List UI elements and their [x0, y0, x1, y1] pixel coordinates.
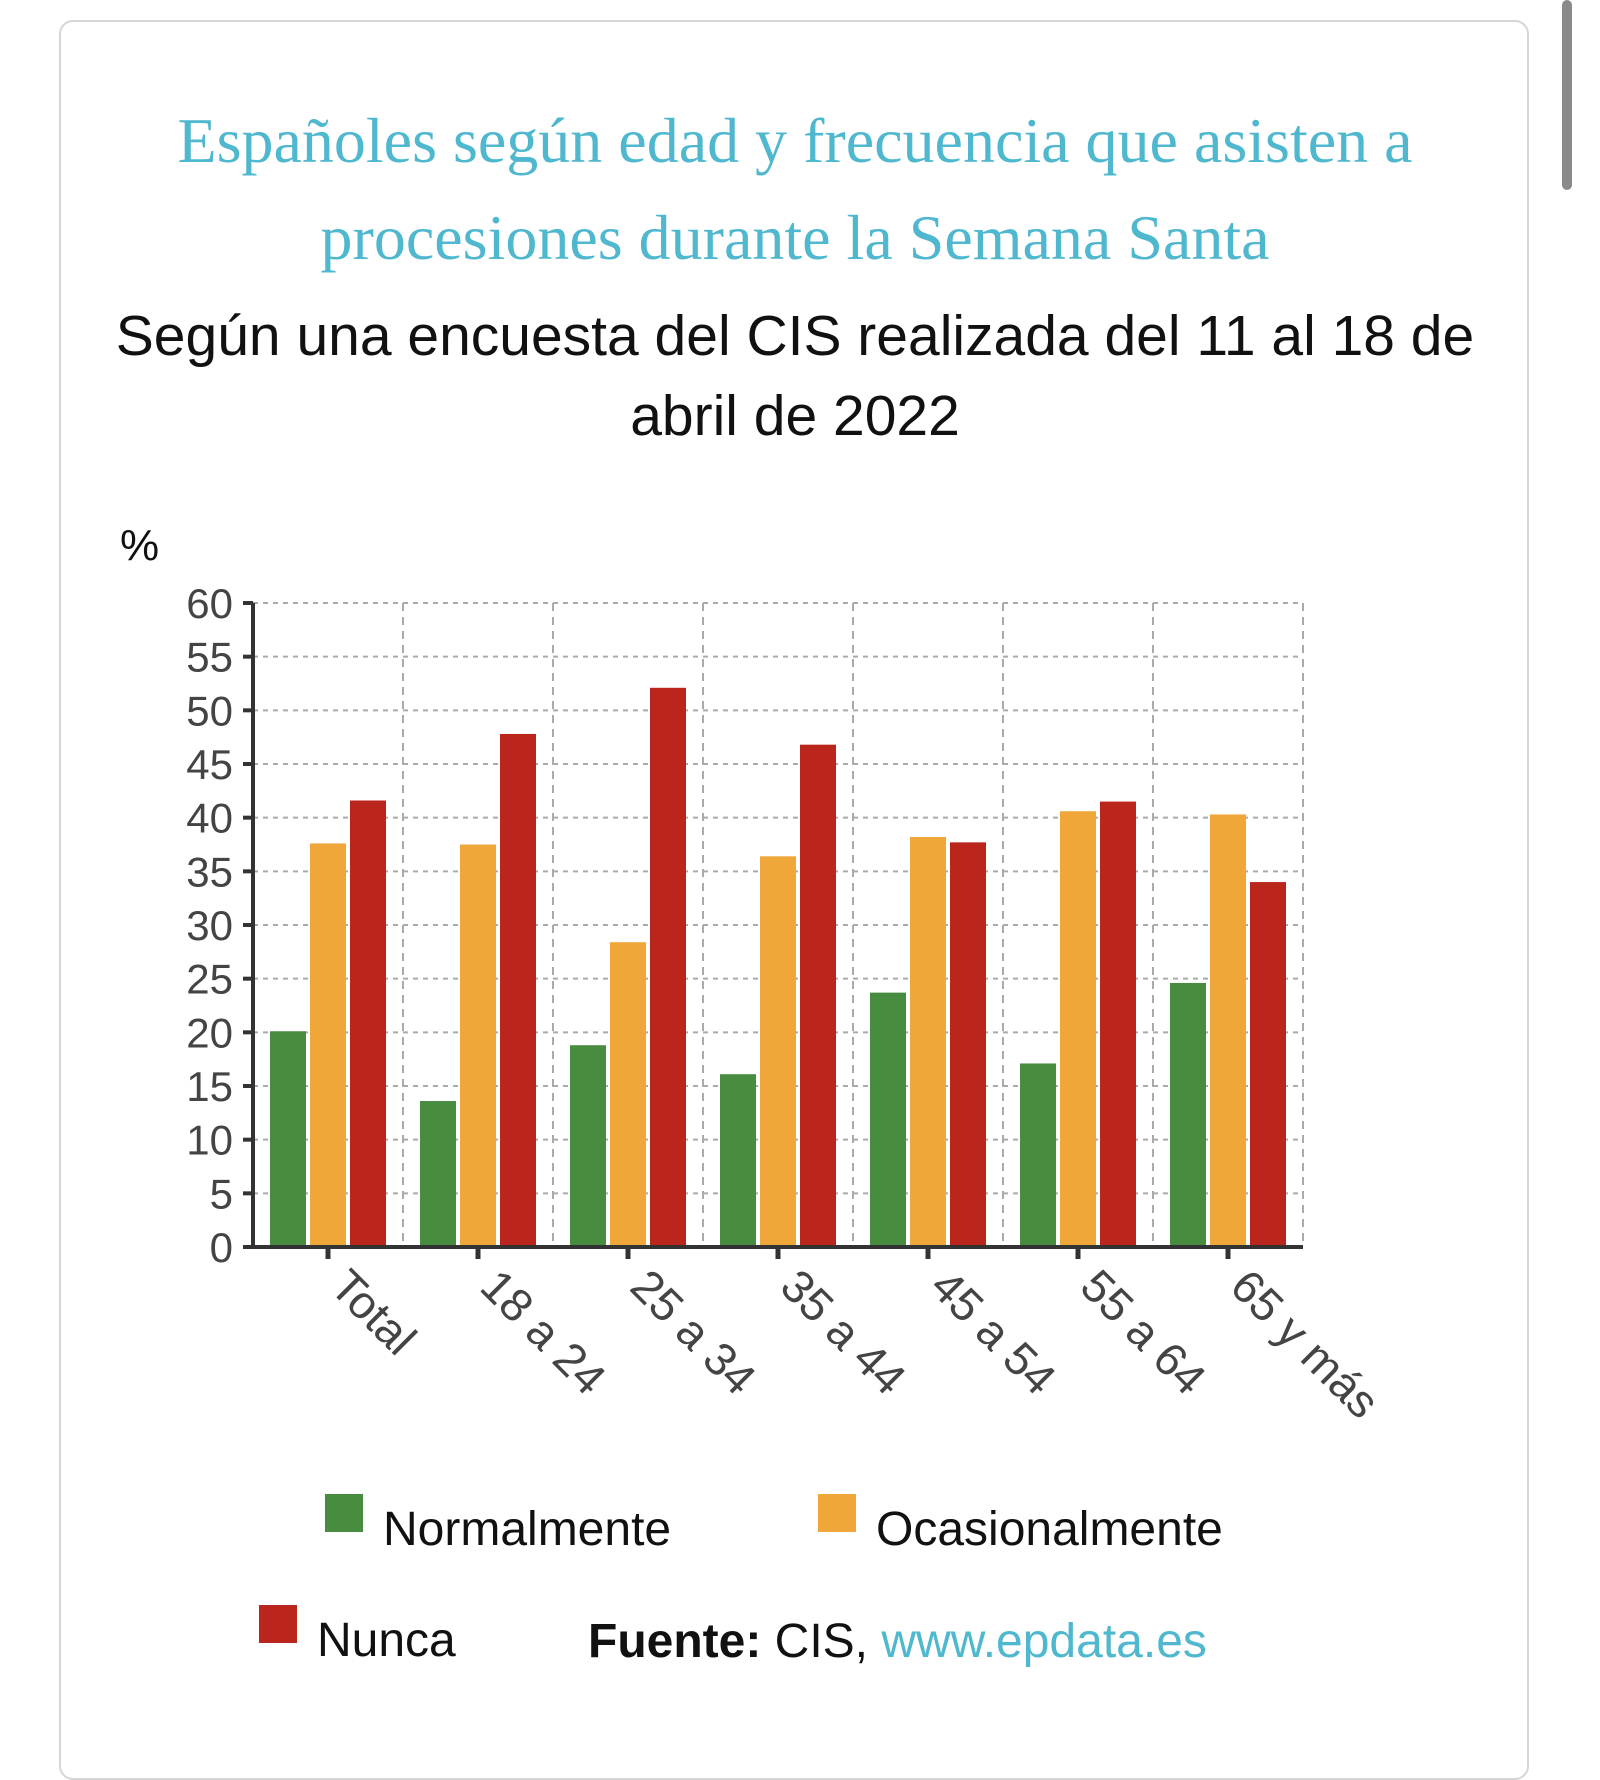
source-name: CIS, [761, 1615, 881, 1668]
y-tick-label: 30 [186, 902, 233, 949]
bar-ocasionalmente [760, 856, 796, 1247]
legend-label: Normalmente [383, 1503, 671, 1556]
chart-subtitle: Según una encuesta del CIS realizada del… [115, 304, 1475, 448]
source-label: Fuente: [588, 1615, 761, 1668]
y-tick-label: 25 [186, 956, 233, 1003]
bar-nunca [1250, 882, 1286, 1247]
bar-nunca [800, 744, 836, 1247]
legend-label: Nunca [317, 1614, 456, 1667]
y-tick-label: 55 [186, 634, 233, 681]
y-tick-label: 20 [186, 1009, 233, 1056]
legend-label: Ocasionalmente [876, 1503, 1223, 1556]
y-tick-label: 5 [210, 1170, 233, 1217]
source-text: Fuente: CIS, www.epdata.es [588, 1615, 1207, 1668]
bar-normalmente [720, 1074, 756, 1247]
bar-ocasionalmente [460, 844, 496, 1247]
y-tick-label: 60 [186, 580, 233, 627]
y-axis-label: % [120, 521, 159, 570]
bar-normalmente [270, 1031, 306, 1247]
x-tick-label: 55 a 64 [1071, 1259, 1216, 1404]
x-tick-label: Total [321, 1259, 426, 1364]
y-tick-label: 15 [186, 1063, 233, 1110]
bar-ocasionalmente [910, 836, 946, 1247]
bar-nunca [1100, 801, 1136, 1247]
x-tick-label: 18 a 24 [471, 1259, 616, 1404]
y-tick-label: 50 [186, 687, 233, 734]
x-tick-label: 45 a 54 [921, 1259, 1066, 1404]
bar-ocasionalmente [1060, 811, 1096, 1247]
y-tick-label: 10 [186, 1117, 233, 1164]
bar-normalmente [570, 1045, 606, 1247]
legend-swatch [818, 1494, 856, 1532]
bar-ocasionalmente [310, 843, 346, 1247]
bar-ocasionalmente [610, 942, 646, 1247]
legend-swatch [259, 1605, 297, 1643]
source-link[interactable]: www.epdata.es [880, 1615, 1207, 1668]
bar-ocasionalmente [1210, 814, 1246, 1247]
y-tick-label: 40 [186, 795, 233, 842]
bar-nunca [950, 842, 986, 1247]
y-tick-label: 35 [186, 848, 233, 895]
x-tick-label: 25 a 34 [621, 1259, 766, 1404]
legend-swatch [325, 1494, 363, 1532]
bar-normalmente [1020, 1063, 1056, 1247]
bar-nunca [350, 800, 386, 1247]
bar-normalmente [870, 992, 906, 1247]
bar-nunca [650, 687, 686, 1247]
bar-normalmente [1170, 982, 1206, 1247]
y-tick-label: 45 [186, 741, 233, 788]
x-tick-label: 65 y más [1221, 1259, 1390, 1428]
y-tick-label: 0 [210, 1224, 233, 1271]
bar-normalmente [420, 1101, 456, 1247]
x-tick-label: 35 a 44 [771, 1259, 916, 1404]
scrollbar[interactable] [1562, 0, 1572, 190]
chart-title: Españoles según edad y frecuencia que as… [177, 105, 1413, 273]
bar-nunca [500, 733, 536, 1247]
